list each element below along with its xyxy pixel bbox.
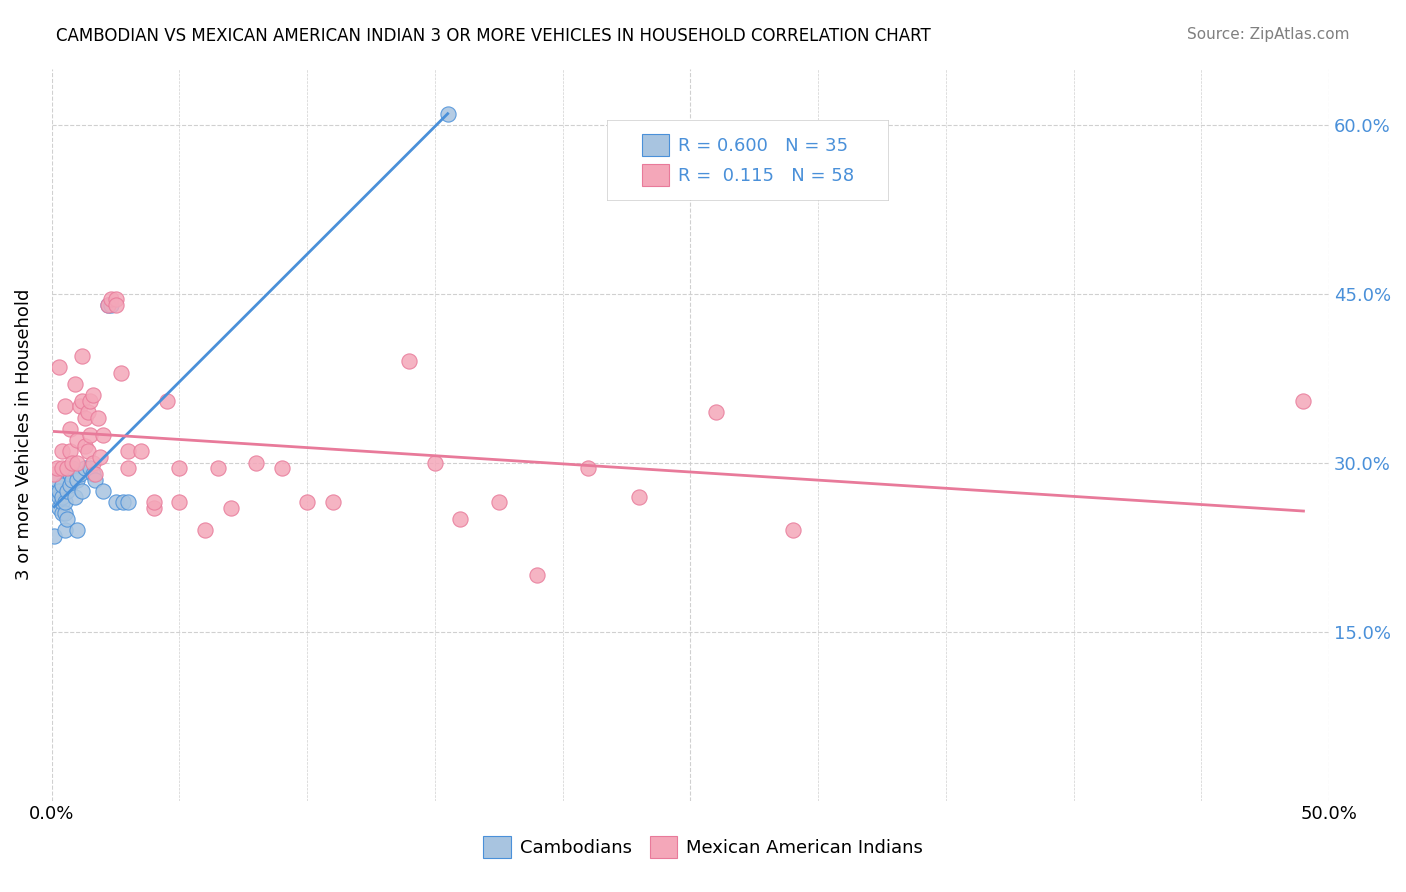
Point: [207, 461, 229, 475]
Point: [51, 461, 73, 475]
Point: [59, 444, 82, 458]
Point: [82, 388, 104, 402]
Point: [73, 410, 96, 425]
Point: [117, 444, 139, 458]
Text: Source: ZipAtlas.com: Source: ZipAtlas.com: [1187, 27, 1350, 42]
Point: [59, 478, 82, 492]
Point: [66, 433, 89, 447]
Point: [69, 467, 91, 481]
Point: [56, 483, 79, 498]
Point: [48, 490, 70, 504]
Point: [53, 400, 76, 414]
Point: [79, 427, 101, 442]
Point: [66, 456, 89, 470]
Point: [97, 298, 120, 312]
Y-axis label: 3 or more Vehicles in Household: 3 or more Vehicles in Household: [15, 289, 32, 581]
Point: [53, 495, 76, 509]
Point: [44, 467, 66, 481]
Point: [100, 293, 122, 307]
Point: [72, 393, 94, 408]
Point: [194, 524, 217, 538]
Point: [169, 495, 191, 509]
Point: [76, 405, 98, 419]
Point: [63, 490, 86, 504]
Text: CAMBODIAN VS MEXICAN AMERICAN INDIAN 3 OR MORE VEHICLES IN HOUSEHOLD CORRELATION: CAMBODIAN VS MEXICAN AMERICAN INDIAN 3 O…: [56, 27, 931, 45]
Point: [117, 495, 139, 509]
Point: [56, 512, 79, 526]
Point: [56, 461, 79, 475]
Point: [142, 495, 165, 509]
Point: [104, 495, 127, 509]
Point: [576, 461, 599, 475]
Point: [51, 490, 73, 504]
Point: [51, 507, 73, 521]
Point: [104, 298, 127, 312]
Point: [91, 427, 114, 442]
Point: [59, 422, 82, 436]
Point: [436, 106, 458, 120]
Point: [66, 524, 89, 538]
Point: [628, 490, 651, 504]
Point: [219, 500, 242, 515]
Legend: Cambodians, Mexican American Indians: Cambodians, Mexican American Indians: [477, 829, 929, 865]
Point: [60, 473, 83, 487]
Point: [704, 405, 727, 419]
Point: [53, 524, 76, 538]
Point: [270, 461, 292, 475]
Point: [89, 450, 111, 464]
Point: [48, 359, 70, 374]
Point: [97, 298, 120, 312]
Point: [450, 512, 472, 526]
Point: [100, 298, 122, 312]
Point: [87, 410, 110, 425]
Point: [60, 456, 83, 470]
Point: [295, 495, 318, 509]
Point: [51, 444, 73, 458]
Point: [63, 376, 86, 391]
Point: [66, 473, 89, 487]
Point: [53, 507, 76, 521]
Point: [91, 483, 114, 498]
Point: [526, 568, 548, 582]
Point: [51, 495, 73, 509]
Point: [169, 461, 191, 475]
Point: [84, 467, 107, 481]
Point: [73, 461, 96, 475]
Point: [117, 461, 139, 475]
Point: [245, 456, 267, 470]
Point: [45, 483, 67, 498]
Point: [322, 495, 344, 509]
Point: [488, 495, 510, 509]
Point: [45, 461, 67, 475]
Point: [79, 461, 101, 475]
Point: [1292, 393, 1315, 408]
Point: [423, 456, 446, 470]
Point: [51, 478, 73, 492]
Point: [69, 400, 91, 414]
Point: [72, 483, 94, 498]
Point: [82, 467, 104, 481]
Point: [398, 354, 420, 368]
Point: [84, 473, 107, 487]
Point: [44, 529, 66, 543]
Point: [82, 456, 104, 470]
Point: [79, 393, 101, 408]
Point: [156, 393, 179, 408]
Point: [110, 366, 132, 380]
Point: [60, 461, 83, 475]
Point: [129, 444, 152, 458]
Point: [104, 293, 127, 307]
Point: [142, 500, 165, 515]
Point: [45, 473, 67, 487]
Point: [59, 467, 82, 481]
Point: [48, 483, 70, 498]
Point: [72, 349, 94, 363]
Point: [112, 495, 135, 509]
Point: [73, 439, 96, 453]
Point: [782, 524, 804, 538]
Point: [48, 500, 70, 515]
Point: [76, 444, 98, 458]
